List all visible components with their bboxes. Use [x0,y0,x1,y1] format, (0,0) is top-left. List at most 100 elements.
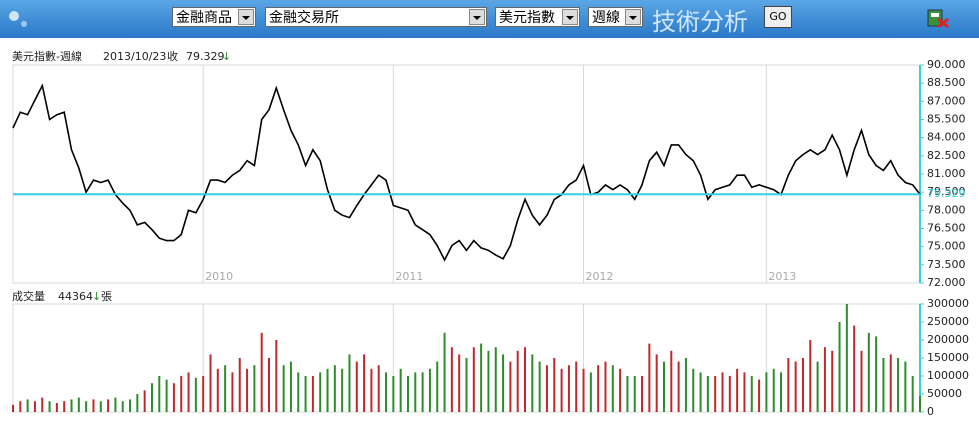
volume-bar [794,361,797,412]
select-text: 週線 [592,10,620,26]
volume-bar [392,376,395,412]
volume-bar [355,361,358,412]
volume-bar [611,365,614,412]
volume-bar [582,368,585,412]
close-value: 79.329 [186,50,225,63]
volume-bar [180,376,183,412]
volume-bar [85,401,88,412]
volume-bar [502,354,505,412]
volume-bar [268,358,271,412]
volume-bar [246,368,249,412]
x-tick-label: 2010 [205,270,233,283]
y-tick-label: 75.000 [927,240,966,253]
volume-bar [158,376,161,412]
volume-trend: ↓ [92,290,101,303]
volume-bar [224,365,227,412]
volume-bar [33,401,36,412]
volume-bar [919,396,921,412]
volume-bar [370,368,373,412]
volume-bar [692,368,695,412]
volume-bar [326,368,329,412]
volume-bar [399,368,402,412]
symbol-select[interactable]: 美元指數 [495,7,580,27]
y-tick-label: 100000 [927,369,969,382]
y-tick-label: 82.500 [927,149,966,162]
volume-bar [26,399,29,412]
volume-bar [655,354,658,412]
volume-bar [670,350,673,412]
volume-bar [619,368,622,412]
period-select[interactable]: 週線 [588,7,643,27]
volume-bar [187,372,190,412]
volume-bar [348,354,351,412]
go-button[interactable]: GO [764,6,792,28]
volume-bar [92,399,95,412]
volume-bar [275,340,278,412]
decoration [9,11,27,27]
close-line-label: 79.329 [927,187,966,200]
y-tick-label: 150000 [927,351,969,364]
volume-bar [897,358,900,412]
volume-bar [889,354,892,412]
volume-bar [260,332,263,412]
volume-bar [121,401,124,412]
y-tick-label: 79.500 [927,185,966,198]
volume-bar [597,365,600,412]
select-text: 金融交易所 [269,10,339,26]
volume-bar [736,368,739,412]
volume-bar [524,347,527,412]
volume-bar [428,368,431,412]
volume-bar [194,377,197,412]
y-tick-label: 200000 [927,333,969,346]
y-tick-label: 81.000 [927,167,966,180]
volume-bar [99,401,102,412]
price-title: 美元指數-週線 [12,49,82,63]
volume-bar [216,368,219,412]
chart: 美元指數-週線 2013/10/23 收 79.329 ↓ 成交量 44364 … [12,49,969,418]
volume-bar [70,399,73,412]
volume-bar [633,376,636,412]
volume-bar [589,372,592,412]
volume-bar [333,365,336,412]
volume-bar [304,376,307,412]
volume-bar [487,350,490,412]
volume-bar [421,372,424,412]
volume-bar [641,376,644,412]
volume-bar [538,361,541,412]
volume-bar [55,403,58,412]
volume-bar [743,372,746,412]
volume-bar [414,372,417,412]
volume-bar [567,365,570,412]
volume-last: 44364 [58,290,93,303]
volume-bar [750,376,753,412]
y-tick-label: 90.000 [927,58,966,71]
volume-bar [472,347,475,412]
volume-bar [816,361,819,412]
volume-bar [772,368,775,412]
volume-bar [107,399,110,412]
toolbar: 金融商品 金融交易所 美元指數 週線 技術分析 GO [0,0,979,38]
volume-bar [728,376,731,412]
volume-bar [202,376,205,412]
exchange-select[interactable]: 金融交易所 [265,7,487,27]
product-select[interactable]: 金融商品 [172,7,256,27]
y-tick-label: 85.500 [927,113,966,126]
volume-unit: 張 [101,290,112,303]
volume-bar [875,336,878,412]
x-tick-label: 2011 [395,270,423,283]
volume-bar [809,340,812,412]
volume-bar [882,358,885,412]
volume-bar [41,397,44,412]
volume-bar [465,358,468,412]
volume-bar [341,368,344,412]
volume-bar [289,361,292,412]
volume-bar [904,361,907,412]
volume-bar [677,361,680,412]
x-tick-label: 2012 [586,270,614,283]
y-tick-label: 300000 [927,297,969,310]
export-icon[interactable] [926,7,950,31]
volume-bar [114,397,117,412]
volume-bar [911,376,914,412]
volume-bar [560,368,563,412]
volume-bar [443,332,446,412]
